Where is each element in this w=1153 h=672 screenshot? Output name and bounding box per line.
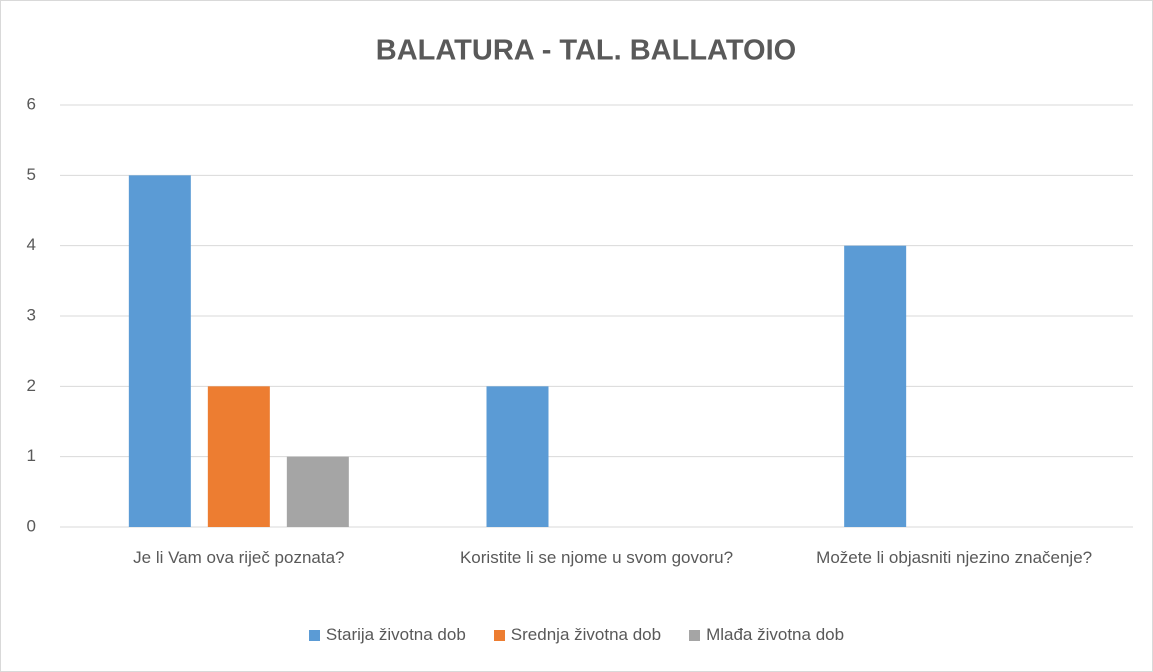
legend-item: Starija životna dob [308, 625, 466, 645]
legend-label: Mlađa životna dob [706, 625, 845, 644]
y-tick-label: 0 [27, 516, 36, 535]
bar [844, 245, 907, 527]
x-tick-label: Možete li objasniti njezino značenje? [816, 548, 1093, 567]
x-tick-label: Je li Vam ova riječ poznata? [133, 548, 345, 567]
legend-item: Mlađa životna dob [689, 625, 844, 645]
y-tick-label: 2 [27, 376, 36, 395]
legend-swatch [689, 629, 701, 641]
y-tick-label: 6 [27, 94, 36, 113]
bar [286, 456, 349, 527]
chart-title: BALATURA - TAL. BALLATOIO [376, 35, 796, 67]
legend-item: Srednja životna dob [493, 625, 662, 645]
bar [207, 386, 270, 527]
x-tick-label: Koristite li se njome u svom govoru? [459, 548, 734, 567]
legend-label: Srednja životna dob [510, 625, 662, 644]
y-tick-label: 5 [27, 165, 36, 184]
bar [486, 386, 549, 527]
y-tick-label: 4 [27, 235, 36, 254]
legend-swatch [493, 629, 505, 641]
y-tick-label: 1 [27, 446, 36, 465]
legend: Starija životna dob Srednja životna dob Ml… [0, 625, 1153, 645]
legend-label: Starija životna dob [325, 625, 466, 644]
legend-swatch [308, 629, 320, 641]
y-tick-label: 3 [27, 305, 36, 324]
bar [128, 175, 191, 528]
